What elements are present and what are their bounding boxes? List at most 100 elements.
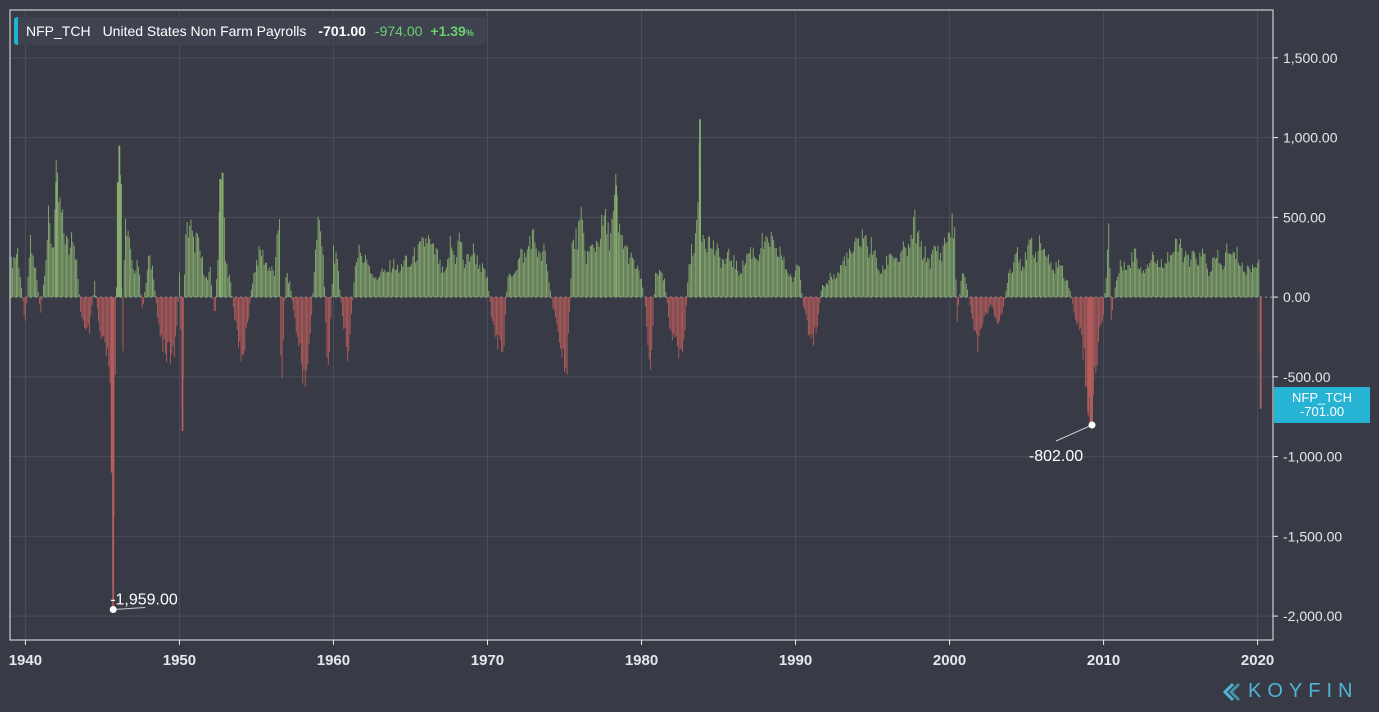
bar [137, 266, 139, 298]
bar [1009, 269, 1011, 298]
bar [1086, 297, 1088, 387]
bar [1164, 263, 1166, 298]
bar [277, 230, 279, 298]
bar [1171, 254, 1173, 298]
bar [1148, 267, 1149, 298]
bar [367, 264, 369, 298]
bar [610, 233, 612, 298]
bar [462, 259, 464, 298]
bar [936, 251, 938, 298]
bar [203, 274, 205, 298]
bar [64, 244, 66, 298]
bar [361, 255, 363, 298]
bar [981, 297, 983, 328]
bar [330, 297, 332, 319]
bar [421, 236, 423, 298]
bar [754, 256, 755, 298]
bar [818, 297, 820, 315]
bar [247, 297, 248, 323]
bar [454, 263, 456, 298]
bar [1133, 248, 1135, 298]
bar [144, 292, 146, 298]
bar [896, 257, 898, 298]
bar [442, 266, 444, 298]
bar [313, 272, 315, 298]
annotation-leader [1055, 424, 1093, 442]
bar [915, 243, 917, 298]
bar [85, 297, 87, 330]
bar [1178, 244, 1180, 298]
bar [810, 297, 812, 339]
bar [1249, 268, 1251, 298]
bar [638, 270, 640, 298]
bar [906, 255, 908, 298]
bar [333, 245, 334, 298]
bar [597, 242, 599, 298]
bar [358, 244, 360, 298]
bar [905, 248, 907, 298]
bar [854, 241, 856, 298]
bar [955, 279, 957, 298]
bar [712, 240, 714, 298]
bar [425, 238, 427, 298]
bar [347, 297, 349, 362]
bar [24, 297, 26, 321]
bar [379, 276, 381, 298]
bar [1230, 253, 1232, 298]
bar [1236, 246, 1238, 298]
bar [901, 249, 903, 298]
bar [873, 251, 875, 298]
bar [685, 297, 687, 306]
bar [956, 297, 958, 322]
bar [666, 297, 668, 304]
bar [487, 276, 488, 298]
bar [689, 263, 691, 298]
bar [580, 206, 582, 298]
bar [281, 297, 283, 379]
bar [904, 246, 906, 298]
bar [213, 297, 215, 312]
bar [1239, 265, 1241, 298]
bar [628, 264, 630, 298]
bar [186, 221, 188, 298]
bar [1248, 266, 1250, 298]
bar [570, 278, 572, 298]
bar [733, 255, 735, 298]
bar [1031, 237, 1033, 298]
bar [110, 297, 113, 473]
bar [365, 254, 366, 298]
bar [601, 214, 603, 298]
bar [617, 232, 619, 298]
bar [444, 270, 446, 298]
bar [350, 297, 352, 314]
bar [687, 282, 689, 298]
y-tick-label: 0.00 [1283, 289, 1310, 305]
bar [949, 232, 950, 298]
bar [306, 297, 307, 371]
bar [933, 245, 935, 298]
bar [729, 260, 731, 298]
bar [567, 297, 569, 334]
bar [598, 246, 600, 298]
chart-annotations: -1,959.00 -802.00 [109, 421, 1096, 614]
x-tick-label: 1960 [317, 652, 350, 669]
bar [680, 297, 682, 350]
bar [96, 297, 98, 309]
bar [46, 240, 48, 298]
bar [519, 257, 521, 298]
bar [231, 295, 233, 298]
bar [289, 281, 291, 298]
bar [1100, 297, 1102, 324]
bar [413, 247, 415, 298]
legend-change-pct: +1.39% [430, 23, 473, 39]
bar [917, 232, 918, 298]
bar [517, 259, 519, 298]
bar [456, 256, 458, 298]
bar [765, 235, 767, 298]
bar [584, 250, 586, 298]
bar [1173, 251, 1175, 298]
bar [503, 297, 505, 347]
bar [374, 278, 375, 298]
series-legend[interactable]: NFP_TCH United States Non Farm Payrolls … [14, 17, 486, 45]
bar [822, 285, 823, 298]
